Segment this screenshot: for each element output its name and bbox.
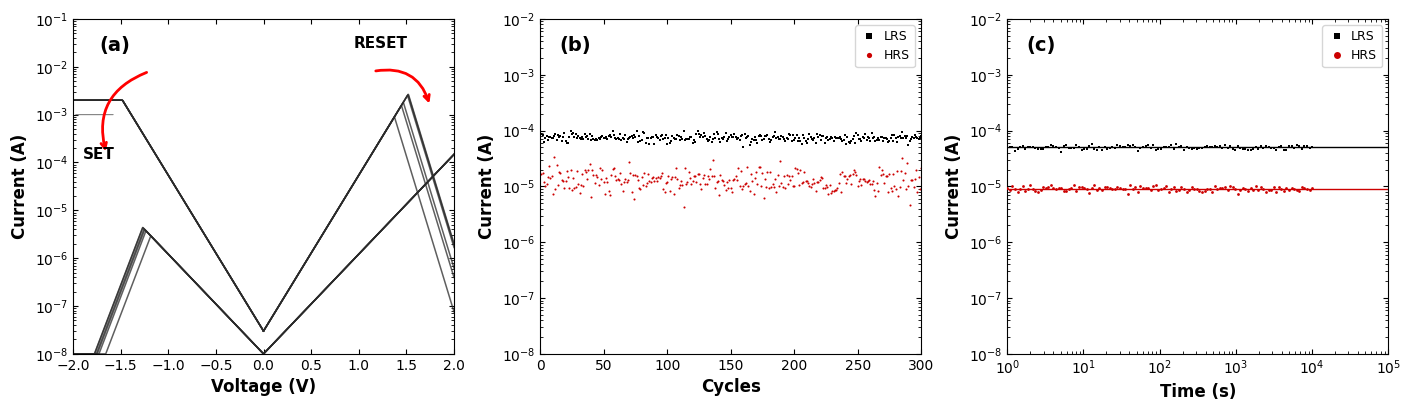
HRS	[880, 190, 897, 195]
Y-axis label: Current (A): Current (A)	[946, 134, 963, 239]
Y-axis label: Current (A): Current (A)	[11, 134, 30, 239]
LRS	[1245, 146, 1262, 151]
HRS	[532, 171, 549, 176]
LRS	[532, 131, 549, 136]
HRS	[1303, 185, 1320, 190]
HRS	[1173, 185, 1190, 190]
Line: LRS: LRS	[1005, 143, 1313, 153]
LRS	[998, 144, 1015, 149]
Line: HRS: HRS	[541, 156, 922, 208]
LRS	[628, 128, 645, 133]
X-axis label: Time (s): Time (s)	[1159, 383, 1236, 401]
Line: HRS: HRS	[1005, 184, 1313, 195]
LRS	[1303, 144, 1320, 149]
LRS	[734, 144, 751, 149]
LRS	[760, 136, 777, 141]
LRS	[1299, 144, 1316, 149]
HRS	[534, 170, 551, 175]
HRS	[761, 169, 778, 174]
HRS	[912, 166, 929, 171]
Line: LRS: LRS	[541, 129, 922, 148]
HRS	[998, 186, 1015, 191]
HRS	[1299, 187, 1316, 192]
HRS	[675, 205, 692, 210]
LRS	[1168, 142, 1185, 147]
HRS	[1120, 191, 1137, 196]
LRS	[1214, 145, 1231, 150]
Legend: LRS, HRS: LRS, HRS	[1322, 25, 1382, 68]
Text: SET: SET	[82, 147, 114, 162]
Text: (a): (a)	[100, 36, 130, 55]
Text: RESET: RESET	[354, 36, 408, 51]
LRS	[856, 136, 873, 140]
HRS	[1083, 186, 1100, 191]
LRS	[1052, 150, 1069, 154]
Legend: LRS, HRS: LRS, HRS	[856, 25, 915, 68]
X-axis label: Cycles: Cycles	[700, 378, 761, 396]
LRS	[880, 139, 897, 144]
LRS	[768, 135, 785, 140]
HRS	[760, 185, 777, 190]
HRS	[768, 190, 785, 194]
X-axis label: Voltage (V): Voltage (V)	[210, 378, 316, 396]
HRS	[1245, 188, 1262, 193]
HRS	[1022, 183, 1039, 187]
HRS	[856, 177, 873, 182]
LRS	[1066, 145, 1083, 150]
HRS	[545, 155, 562, 160]
HRS	[1214, 185, 1231, 190]
LRS	[1173, 144, 1190, 149]
Y-axis label: Current (A): Current (A)	[479, 134, 496, 239]
LRS	[912, 133, 929, 138]
Text: (c): (c)	[1027, 36, 1056, 55]
Text: (b): (b)	[559, 36, 590, 55]
LRS	[534, 133, 551, 138]
HRS	[1066, 183, 1083, 188]
LRS	[1083, 142, 1100, 147]
LRS	[761, 140, 778, 145]
